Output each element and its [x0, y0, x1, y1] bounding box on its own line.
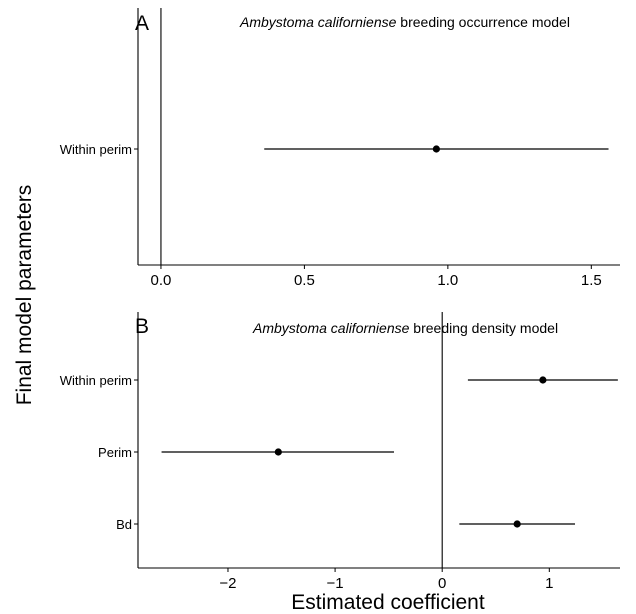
- panel-a-x-tick-label: 0.0: [151, 272, 172, 289]
- panel-b: B Ambystoma californiense breeding densi…: [60, 312, 620, 592]
- panel-b-plot-area: −2 −1 0 1 Within perim Perim Bd: [60, 312, 620, 592]
- panel-a-plot-area: 0.0 0.5 1.0 1.5 Within perim: [60, 8, 620, 289]
- panel-b-title: Ambystoma californiense breeding density…: [252, 320, 558, 336]
- panel-b-title-species: Ambystoma californiense: [252, 320, 410, 336]
- figure-x-axis-label: Estimated coefficient: [291, 591, 485, 614]
- panel-a-estimate-point: [432, 145, 440, 153]
- panel-b-category-label: Bd: [116, 517, 132, 532]
- panel-b-x-tick-label: −2: [219, 575, 236, 592]
- panel-a-x-tick-label: 1.5: [581, 272, 602, 289]
- panel-b-category-label: Perim: [98, 445, 132, 460]
- panel-a-title-model: breeding occurrence model: [396, 14, 570, 30]
- panel-b-x-tick-label: 0: [438, 575, 446, 592]
- panel-b-category-label: Within perim: [60, 373, 132, 388]
- panel-a-x-tick-label: 0.5: [294, 272, 315, 289]
- panel-a-category-label: Within perim: [60, 142, 132, 157]
- figure-y-axis-label: Final model parameters: [13, 185, 36, 406]
- panel-b-estimate-point: [513, 520, 521, 528]
- panel-b-estimate-point: [274, 448, 282, 456]
- panel-a-title-species: Ambystoma californiense: [239, 14, 397, 30]
- panel-a: A Ambystoma californiense breeding occur…: [60, 8, 620, 289]
- panel-b-letter: B: [135, 315, 149, 338]
- panel-b-x-tick-label: 1: [545, 575, 553, 592]
- panel-a-x-tick-label: 1.0: [437, 272, 458, 289]
- panel-b-title-model: breeding density model: [409, 320, 558, 336]
- panel-b-x-tick-label: −1: [327, 575, 344, 592]
- panel-a-title: Ambystoma californiense breeding occurre…: [239, 14, 570, 30]
- panel-b-estimate-point: [539, 376, 547, 384]
- panel-a-letter: A: [135, 12, 149, 35]
